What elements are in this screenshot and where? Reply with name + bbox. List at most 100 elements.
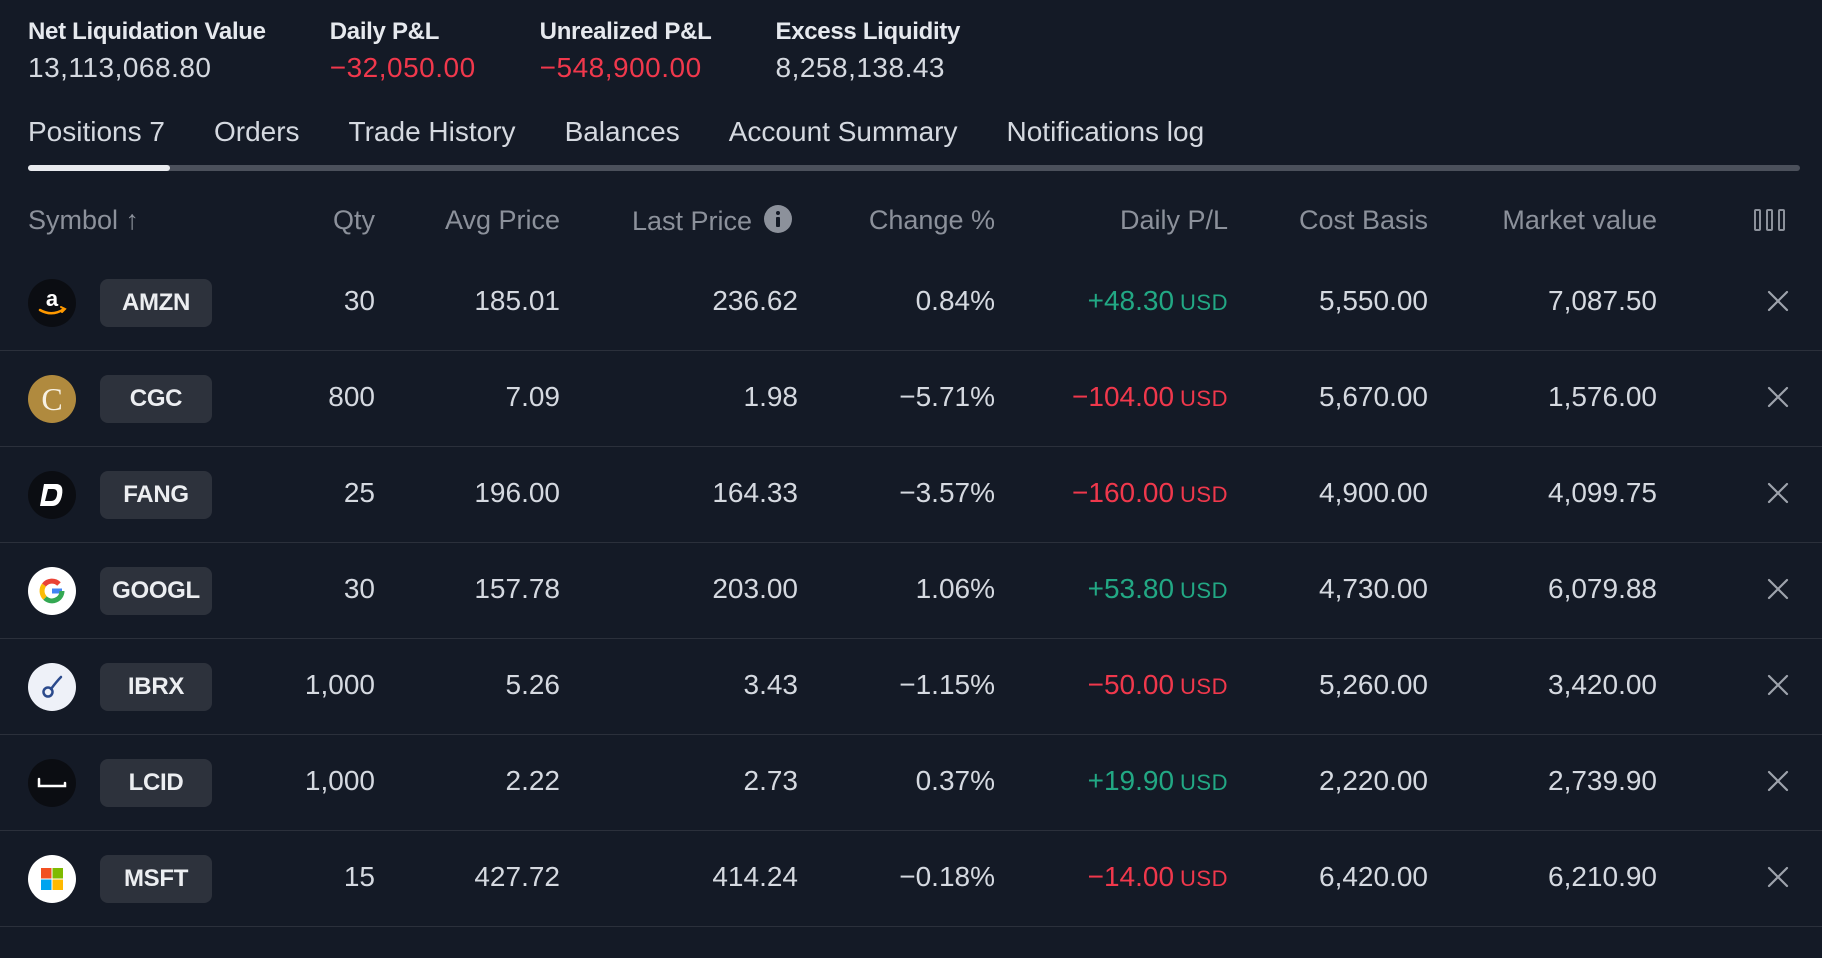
symbol-badge[interactable]: AMZN xyxy=(100,279,212,327)
qty-cell: 1,000 xyxy=(304,669,375,700)
active-tab-indicator xyxy=(28,165,170,171)
market-value-cell: 4,099.75 xyxy=(1548,477,1657,508)
metric-label: Daily P&L xyxy=(329,18,440,45)
cost-basis-cell: 5,550.00 xyxy=(1319,285,1428,316)
tab-account-summary[interactable]: Account Summary xyxy=(728,116,958,147)
unrealized-pnl-metric: Unrealized P&L −548,900.00 xyxy=(540,18,712,84)
daily-pl-cell: +19.90 USD xyxy=(1000,765,1228,797)
amazon-logo-icon: a xyxy=(28,279,76,327)
symbol-badge[interactable]: CGC xyxy=(100,375,212,423)
ibrx-logo-icon xyxy=(28,663,76,711)
microsoft-logo-icon xyxy=(28,855,76,903)
daily-pl-value: −160.00 xyxy=(1072,477,1175,508)
currency-label: USD xyxy=(1180,290,1228,315)
daily-pl-value: −14.00 xyxy=(1087,861,1175,892)
daily-pl-value: +53.80 xyxy=(1087,573,1175,604)
avg-price-cell: 7.09 xyxy=(505,381,561,412)
avg-price-cell: 196.00 xyxy=(474,477,560,508)
symbol-badge[interactable]: GOOGL xyxy=(100,567,212,615)
header-daily-pl[interactable]: Daily P/L xyxy=(1119,205,1228,235)
tab-trade-history[interactable]: Trade History xyxy=(348,116,516,147)
close-position-icon[interactable] xyxy=(1762,377,1794,417)
change-cell: 0.37% xyxy=(915,765,995,796)
market-value-cell: 6,079.88 xyxy=(1548,573,1657,604)
avg-price-cell: 2.22 xyxy=(505,765,561,796)
last-price-cell: 2.73 xyxy=(743,765,799,796)
daily-pl-value: +48.30 xyxy=(1087,285,1175,316)
change-cell: 0.84% xyxy=(915,285,995,316)
market-value-cell: 3,420.00 xyxy=(1548,669,1657,700)
avg-price-cell: 157.78 xyxy=(474,573,560,604)
table-row[interactable]: FANG 25 196.00 164.33 −3.57% −160.00 USD … xyxy=(0,447,1822,543)
tab-orders[interactable]: Orders xyxy=(213,116,300,147)
table-row[interactable]: GOOGL 30 157.78 203.00 1.06% +53.80 USD 4… xyxy=(0,543,1822,639)
tab-positions[interactable]: Positions 7 xyxy=(28,116,165,147)
symbol-badge[interactable]: FANG xyxy=(100,471,212,519)
google-logo-icon xyxy=(28,567,76,615)
last-price-cell: 164.33 xyxy=(712,477,798,508)
table-row[interactable]: MSFT 15 427.72 414.24 −0.18% −14.00 USD 6… xyxy=(0,831,1822,927)
header-qty[interactable]: Qty xyxy=(332,205,375,235)
daily-pl-cell: +53.80 USD xyxy=(1000,573,1228,605)
table-row[interactable]: a AMZN 30 185.01 236.62 0.84% +48.30 USD … xyxy=(0,255,1822,351)
change-cell: −1.15% xyxy=(899,669,995,700)
market-value-cell: 6,210.90 xyxy=(1548,861,1657,892)
cost-basis-cell: 4,730.00 xyxy=(1319,573,1428,604)
columns-settings-icon[interactable] xyxy=(1754,205,1785,231)
daily-pl-value: −50.00 xyxy=(1087,669,1175,700)
close-position-icon[interactable] xyxy=(1762,281,1794,321)
daily-pnl-metric: Daily P&L −32,050.00 xyxy=(330,18,476,84)
last-price-cell: 236.62 xyxy=(712,285,798,316)
market-value-cell: 7,087.50 xyxy=(1548,285,1657,316)
currency-label: USD xyxy=(1180,578,1228,603)
symbol-badge[interactable]: LCID xyxy=(100,759,212,807)
tab-notifications-log[interactable]: Notifications log xyxy=(1006,116,1205,147)
currency-label: USD xyxy=(1180,482,1228,507)
daily-pl-cell: −104.00 USD xyxy=(1000,381,1228,413)
close-position-icon[interactable] xyxy=(1762,665,1794,705)
header-symbol[interactable]: Symbol ↑ xyxy=(28,205,140,235)
change-cell: −3.57% xyxy=(899,477,995,508)
header-market-value[interactable]: Market value xyxy=(1502,205,1657,235)
tab-bar: Positions 7 Orders Trade History Balance… xyxy=(28,116,1253,148)
tab-balances[interactable]: Balances xyxy=(564,116,680,147)
lucid-logo-icon xyxy=(28,759,76,807)
change-cell: −0.18% xyxy=(899,861,995,892)
header-avg-price[interactable]: Avg Price xyxy=(444,205,560,235)
header-cost-basis[interactable]: Cost Basis xyxy=(1298,205,1428,235)
qty-cell: 25 xyxy=(343,477,375,508)
table-row[interactable]: LCID 1,000 2.22 2.73 0.37% +19.90 USD 2,2… xyxy=(0,735,1822,831)
close-position-icon[interactable] xyxy=(1762,761,1794,801)
last-price-cell: 3.43 xyxy=(743,669,799,700)
metric-value: −548,900.00 xyxy=(539,52,702,83)
daily-pl-cell: +48.30 USD xyxy=(1000,285,1228,317)
avg-price-cell: 5.26 xyxy=(505,669,561,700)
change-cell: −5.71% xyxy=(899,381,995,412)
cost-basis-cell: 6,420.00 xyxy=(1319,861,1428,892)
currency-label: USD xyxy=(1180,866,1228,891)
last-price-cell: 1.98 xyxy=(743,381,799,412)
avg-price-cell: 427.72 xyxy=(474,861,560,892)
daily-pl-cell: −50.00 USD xyxy=(1000,669,1228,701)
close-position-icon[interactable] xyxy=(1762,473,1794,513)
close-position-icon[interactable] xyxy=(1762,569,1794,609)
metric-value: −32,050.00 xyxy=(329,52,476,83)
daily-pl-value: +19.90 xyxy=(1087,765,1175,796)
tabs-track xyxy=(28,165,1800,171)
metric-label: Unrealized P&L xyxy=(539,18,712,45)
symbol-badge[interactable]: IBRX xyxy=(100,663,212,711)
info-icon[interactable] xyxy=(764,205,792,233)
table-row[interactable]: IBRX 1,000 5.26 3.43 −1.15% −50.00 USD 5,… xyxy=(0,639,1822,735)
header-last-price[interactable]: Last Price xyxy=(560,205,792,237)
header-change[interactable]: Change % xyxy=(868,205,995,235)
currency-label: USD xyxy=(1180,386,1228,411)
positions-table: a AMZN 30 185.01 236.62 0.84% +48.30 USD … xyxy=(0,255,1822,927)
metric-value: 13,113,068.80 xyxy=(28,52,212,83)
daily-pl-cell: −160.00 USD xyxy=(1000,477,1228,509)
table-row[interactable]: C CGC 800 7.09 1.98 −5.71% −104.00 USD 5,… xyxy=(0,351,1822,447)
svg-text:a: a xyxy=(46,286,59,311)
symbol-badge[interactable]: MSFT xyxy=(100,855,212,903)
cost-basis-cell: 5,260.00 xyxy=(1319,669,1428,700)
close-position-icon[interactable] xyxy=(1762,857,1794,897)
change-cell: 1.06% xyxy=(915,573,995,604)
